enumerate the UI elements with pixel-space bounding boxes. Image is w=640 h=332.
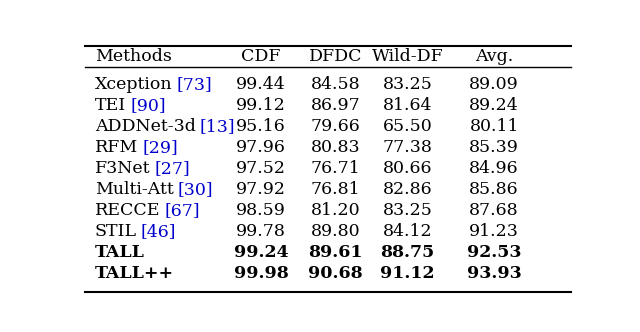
Text: 65.50: 65.50 <box>383 118 432 135</box>
Text: 99.78: 99.78 <box>236 223 286 240</box>
Text: 85.86: 85.86 <box>469 181 519 198</box>
Text: 91.23: 91.23 <box>469 223 519 240</box>
Text: 99.24: 99.24 <box>234 244 289 261</box>
Text: 97.96: 97.96 <box>236 139 286 156</box>
Text: TEI: TEI <box>95 97 126 114</box>
Text: Wild-DF: Wild-DF <box>371 48 444 65</box>
Text: [30]: [30] <box>178 181 213 198</box>
Text: Multi-Att: Multi-Att <box>95 181 173 198</box>
Text: Xception: Xception <box>95 76 173 93</box>
Text: 99.12: 99.12 <box>236 97 286 114</box>
Text: 82.86: 82.86 <box>383 181 432 198</box>
Text: 76.71: 76.71 <box>310 160 360 177</box>
Text: 79.66: 79.66 <box>310 118 360 135</box>
Text: 84.96: 84.96 <box>469 160 519 177</box>
Text: [13]: [13] <box>200 118 236 135</box>
Text: RECCE: RECCE <box>95 202 161 219</box>
Text: 98.59: 98.59 <box>236 202 286 219</box>
Text: ADDNet-3d: ADDNet-3d <box>95 118 196 135</box>
Text: 86.97: 86.97 <box>310 97 360 114</box>
Text: 83.25: 83.25 <box>383 76 432 93</box>
Text: 99.98: 99.98 <box>234 265 289 282</box>
Text: [73]: [73] <box>177 76 212 93</box>
Text: 88.75: 88.75 <box>380 244 435 261</box>
Text: 91.12: 91.12 <box>380 265 435 282</box>
Text: 89.24: 89.24 <box>469 97 519 114</box>
Text: TALL++: TALL++ <box>95 265 174 282</box>
Text: TALL: TALL <box>95 244 145 261</box>
Text: 97.92: 97.92 <box>236 181 286 198</box>
Text: 76.81: 76.81 <box>310 181 360 198</box>
Text: 89.09: 89.09 <box>469 76 519 93</box>
Text: [29]: [29] <box>142 139 178 156</box>
Text: RFM: RFM <box>95 139 138 156</box>
Text: F3Net: F3Net <box>95 160 150 177</box>
Text: 84.12: 84.12 <box>383 223 432 240</box>
Text: 89.61: 89.61 <box>308 244 363 261</box>
Text: 85.39: 85.39 <box>469 139 519 156</box>
Text: [46]: [46] <box>141 223 177 240</box>
Text: Avg.: Avg. <box>475 48 513 65</box>
Text: 87.68: 87.68 <box>469 202 519 219</box>
Text: 93.93: 93.93 <box>467 265 522 282</box>
Text: 99.44: 99.44 <box>236 76 286 93</box>
Text: 80.11: 80.11 <box>469 118 519 135</box>
Text: DFDC: DFDC <box>308 48 362 65</box>
Text: CDF: CDF <box>241 48 281 65</box>
Text: 97.52: 97.52 <box>236 160 286 177</box>
Text: 77.38: 77.38 <box>383 139 432 156</box>
Text: 81.20: 81.20 <box>310 202 360 219</box>
Text: STIL: STIL <box>95 223 137 240</box>
Text: 80.66: 80.66 <box>383 160 432 177</box>
Text: 92.53: 92.53 <box>467 244 522 261</box>
Text: 80.83: 80.83 <box>310 139 360 156</box>
Text: 84.58: 84.58 <box>310 76 360 93</box>
Text: 83.25: 83.25 <box>383 202 432 219</box>
Text: Methods: Methods <box>95 48 172 65</box>
Text: 89.80: 89.80 <box>310 223 360 240</box>
Text: 81.64: 81.64 <box>383 97 432 114</box>
Text: [90]: [90] <box>130 97 166 114</box>
Text: [67]: [67] <box>164 202 200 219</box>
Text: 95.16: 95.16 <box>236 118 286 135</box>
Text: [27]: [27] <box>154 160 190 177</box>
Text: 90.68: 90.68 <box>308 265 363 282</box>
